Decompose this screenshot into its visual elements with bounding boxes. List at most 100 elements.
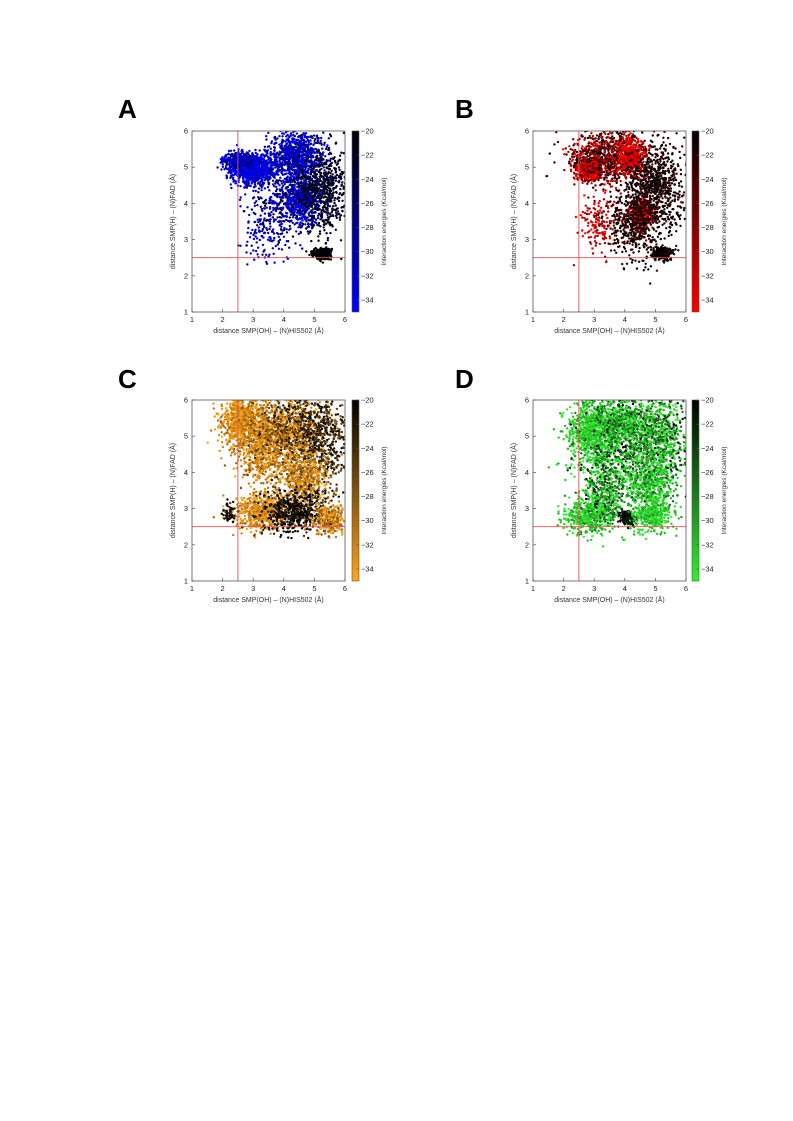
data-point [265, 135, 268, 138]
data-point [305, 136, 308, 140]
data-point [349, 166, 351, 168]
data-point [320, 196, 323, 200]
data-point [282, 235, 286, 238]
data-point [291, 235, 295, 238]
data-point [274, 189, 278, 193]
data-point [329, 198, 332, 201]
data-point [335, 207, 338, 210]
data-point [302, 174, 305, 178]
data-point [274, 207, 277, 210]
data-point [264, 166, 267, 169]
data-point [275, 165, 278, 168]
data-point [326, 144, 329, 147]
data-point [592, 186, 595, 189]
data-point [300, 134, 303, 137]
data-point [619, 127, 621, 129]
data-point [315, 186, 319, 189]
data-point [299, 123, 301, 125]
data-point [301, 172, 304, 175]
data-point [252, 211, 255, 214]
data-point [280, 163, 284, 167]
data-point [318, 170, 321, 174]
data-point [247, 182, 250, 185]
data-point [277, 207, 280, 210]
data-point [309, 230, 312, 233]
data-point [320, 216, 323, 220]
data-point [323, 169, 326, 172]
data-point [627, 191, 630, 194]
data-point [343, 204, 345, 207]
data-point [259, 223, 262, 226]
data-point [308, 201, 311, 204]
data-point [267, 158, 270, 161]
data-point [311, 191, 314, 194]
data-point [304, 191, 308, 194]
data-point [270, 210, 273, 214]
data-point [223, 168, 226, 171]
data-point [293, 181, 297, 184]
data-point [321, 127, 323, 129]
data-point [296, 196, 299, 199]
data-point [298, 223, 301, 226]
data-point [336, 212, 339, 216]
data-point [245, 251, 248, 254]
data-point [301, 189, 304, 192]
data-point [345, 188, 347, 190]
data-point [337, 199, 341, 203]
data-point [334, 171, 337, 174]
data-point [220, 168, 223, 171]
data-point [286, 168, 290, 171]
data-point [283, 228, 286, 232]
data-point [335, 163, 339, 166]
data-point [317, 239, 320, 242]
data-point [284, 243, 287, 247]
data-point [590, 156, 593, 160]
data-point [311, 220, 314, 224]
data-point [275, 188, 279, 191]
data-point [324, 241, 328, 245]
data-point [227, 149, 231, 153]
data-point [281, 190, 284, 193]
data-point [574, 148, 577, 152]
data-point [340, 151, 343, 154]
data-point [320, 136, 323, 140]
data-point [294, 142, 297, 146]
data-point [260, 207, 263, 211]
data-point [315, 221, 318, 225]
data-point [254, 179, 258, 182]
data-point [250, 182, 253, 185]
data-point [290, 193, 294, 196]
data-point [281, 196, 284, 200]
data-point [272, 206, 275, 210]
panel-letter: A [118, 94, 137, 124]
data-point [251, 153, 255, 156]
data-point [287, 191, 290, 194]
data-point [280, 199, 283, 203]
data-point [274, 181, 277, 184]
data-point [244, 193, 247, 196]
data-point [312, 143, 315, 147]
data-point [269, 225, 272, 228]
data-point [318, 187, 321, 190]
data-point [295, 217, 298, 221]
data-point [281, 138, 284, 141]
data-point [278, 184, 281, 187]
data-point [232, 174, 235, 177]
data-point [251, 173, 255, 177]
data-point [606, 161, 609, 164]
data-point [312, 252, 315, 256]
data-point [611, 170, 614, 173]
data-point [272, 208, 275, 212]
data-point [343, 214, 345, 218]
data-point [318, 198, 322, 202]
data-point [280, 220, 283, 223]
data-point [595, 177, 599, 180]
data-point [315, 177, 319, 180]
data-point [303, 194, 306, 197]
data-point [330, 192, 333, 196]
data-point [266, 149, 270, 152]
data-point [266, 175, 269, 179]
data-point [254, 235, 257, 238]
data-point [289, 132, 293, 135]
